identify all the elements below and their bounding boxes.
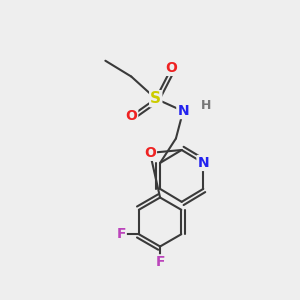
Text: F: F — [155, 255, 165, 269]
Text: S: S — [150, 91, 161, 106]
Text: O: O — [166, 61, 178, 75]
Text: N: N — [197, 156, 209, 170]
Text: F: F — [116, 227, 126, 241]
Text: O: O — [125, 109, 137, 123]
Text: H: H — [201, 99, 211, 112]
Text: N: N — [177, 104, 189, 118]
Text: O: O — [144, 146, 156, 160]
